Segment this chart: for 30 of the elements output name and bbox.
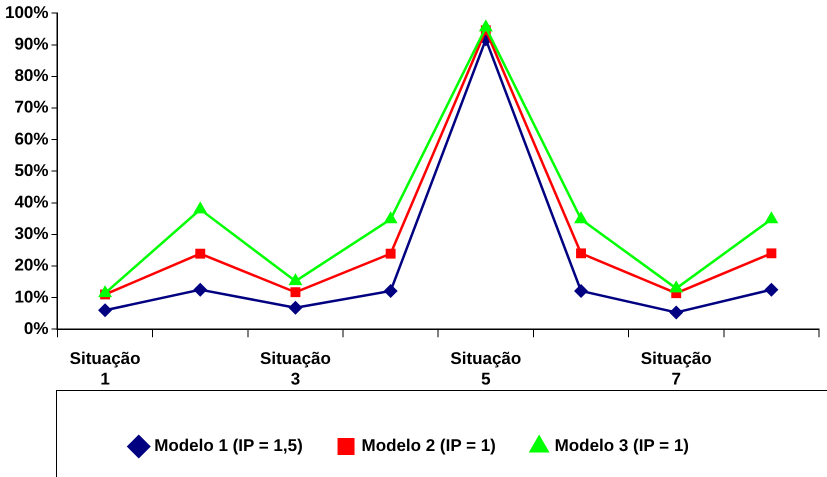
point [386,248,396,259]
y-tick-label: 50% [14,160,48,180]
x-tick-label: Situação 7 [640,349,712,388]
legend-label: Modelo 2 (IP = 1) [362,436,496,456]
y-tick-label: 10% [14,287,48,306]
point [288,300,302,315]
point [669,305,684,320]
point [574,284,588,298]
y-tick-label: 100% [4,2,48,22]
y-tick-label: 60% [14,129,48,148]
point [193,282,208,297]
point [576,248,586,258]
legend-label: Modelo 3 (IP = 1) [554,436,689,456]
point [764,282,778,297]
x-tick-label: Situação 1 [70,349,141,388]
y-tick-label: 70% [14,98,48,117]
y-tick-label: 0% [24,318,48,338]
y-tick-label: 80% [14,66,48,86]
point [290,287,300,298]
point [195,248,206,259]
y-tick-label: 90% [14,34,48,54]
y-tick-label: 20% [14,256,48,275]
point [766,248,776,258]
y-tick-label: 30% [14,224,48,244]
x-tick-label: Situação 3 [260,349,331,388]
x-tick-label: Situação 5 [450,349,522,388]
point [98,303,112,318]
y-tick-label: 40% [14,192,48,212]
legend-label: Modelo 1 (IP = 1,5) [154,436,303,456]
point [384,284,398,298]
